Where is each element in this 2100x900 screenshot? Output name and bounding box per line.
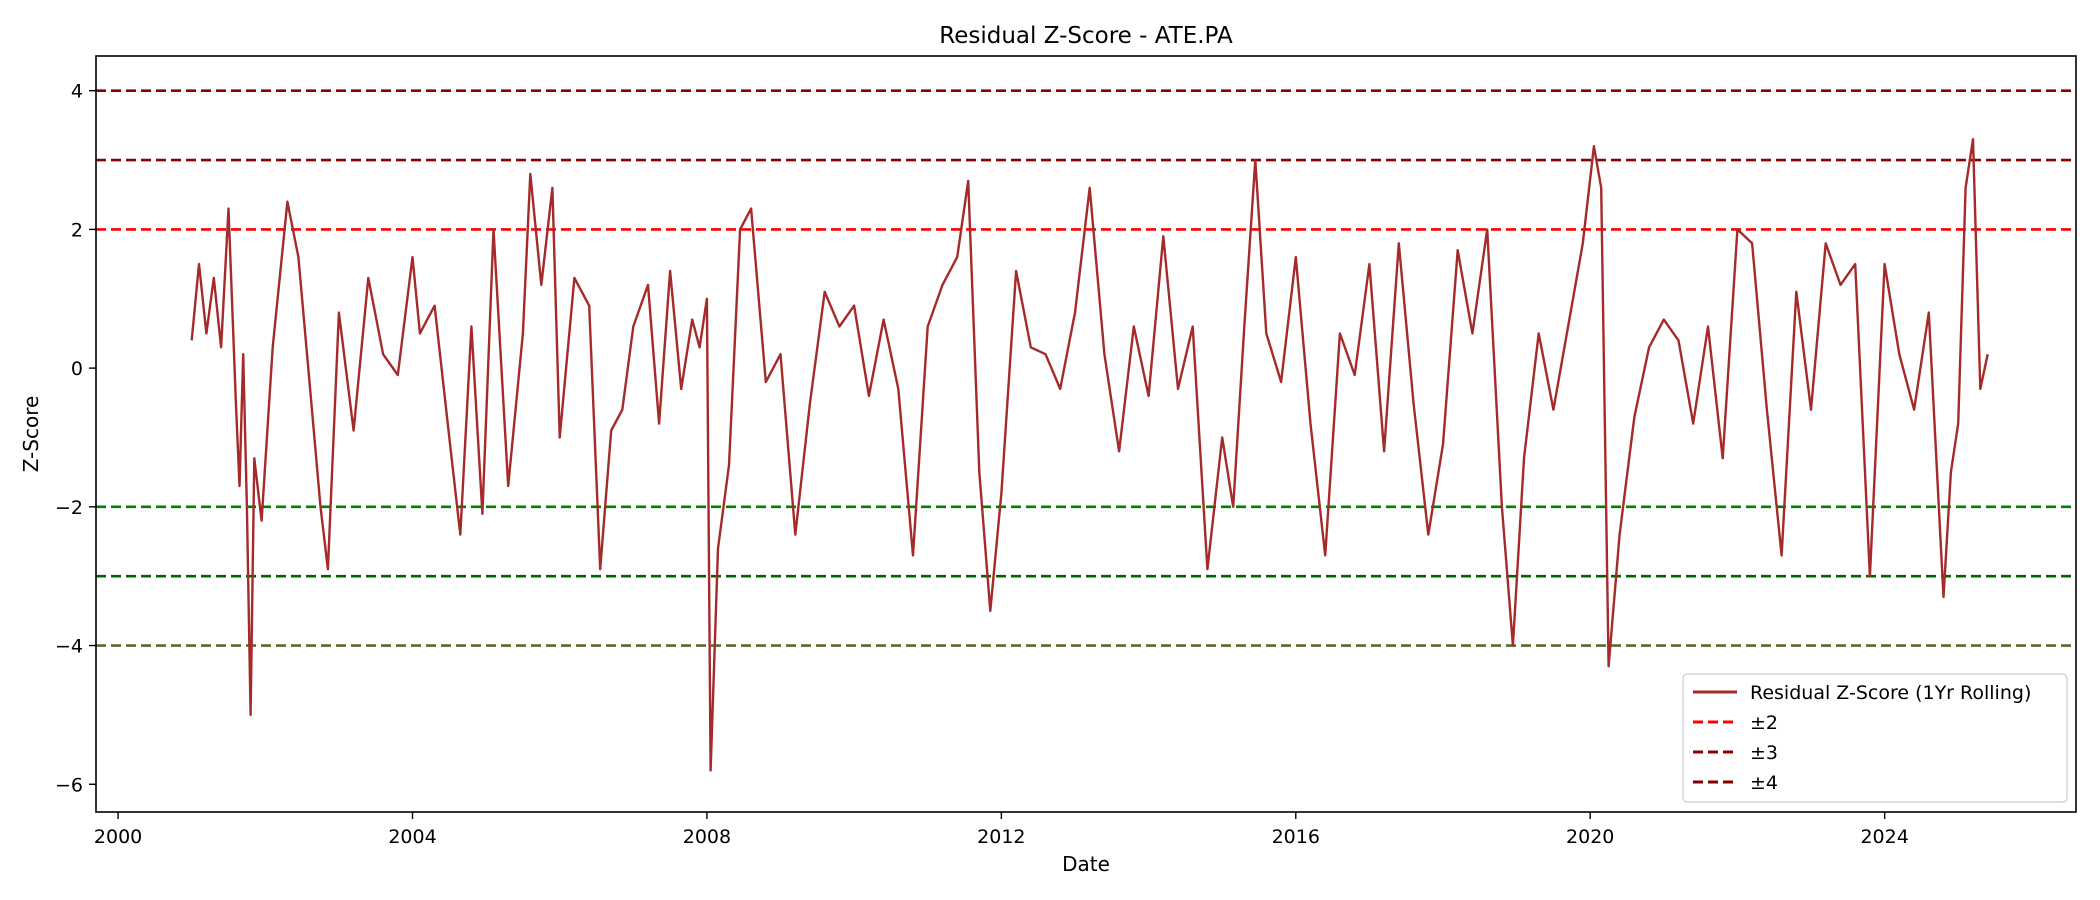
legend-label-zscore: Residual Z-Score (1Yr Rolling) xyxy=(1750,682,2031,704)
y-axis-label: Z-Score xyxy=(19,396,43,473)
chart-title: Residual Z-Score - ATE.PA xyxy=(939,23,1233,49)
x-tick-label: 2004 xyxy=(388,826,436,848)
x-tick-label: 2020 xyxy=(1566,826,1614,848)
x-tick-label: 2024 xyxy=(1860,826,1908,848)
legend-label-4: ±4 xyxy=(1750,772,1778,794)
series-layer xyxy=(190,137,1989,772)
y-tick-label: −2 xyxy=(55,497,83,519)
y-tick-label: 4 xyxy=(71,81,83,103)
x-tick-label: 2016 xyxy=(1272,826,1320,848)
legend-box xyxy=(1682,673,2068,803)
plot-frame xyxy=(95,55,2077,813)
plot-area xyxy=(95,55,2077,813)
x-tick-label: 2012 xyxy=(977,826,1025,848)
y-tick-label: 2 xyxy=(71,219,83,241)
x-axis-label: Date xyxy=(1062,852,1110,876)
threshold-lines xyxy=(96,89,2076,647)
y-tick-label: −4 xyxy=(55,636,83,658)
y-tick-label: 0 xyxy=(71,358,83,380)
x-tick-label: 2008 xyxy=(683,826,731,848)
legend: Residual Z-Score (1Yr Rolling) ±2 ±3 ±4 xyxy=(1682,673,2068,803)
y-tick-label: −6 xyxy=(55,774,83,796)
y-axis: −6 −4 −2 0 2 4 xyxy=(55,81,96,796)
x-axis: 2000 2004 2008 2012 2016 2020 2024 xyxy=(94,812,1909,848)
x-tick-label: 2000 xyxy=(94,826,142,848)
legend-label-3: ±3 xyxy=(1750,742,1778,764)
series-line-zscore xyxy=(190,137,1989,772)
legend-label-2: ±2 xyxy=(1750,712,1778,734)
